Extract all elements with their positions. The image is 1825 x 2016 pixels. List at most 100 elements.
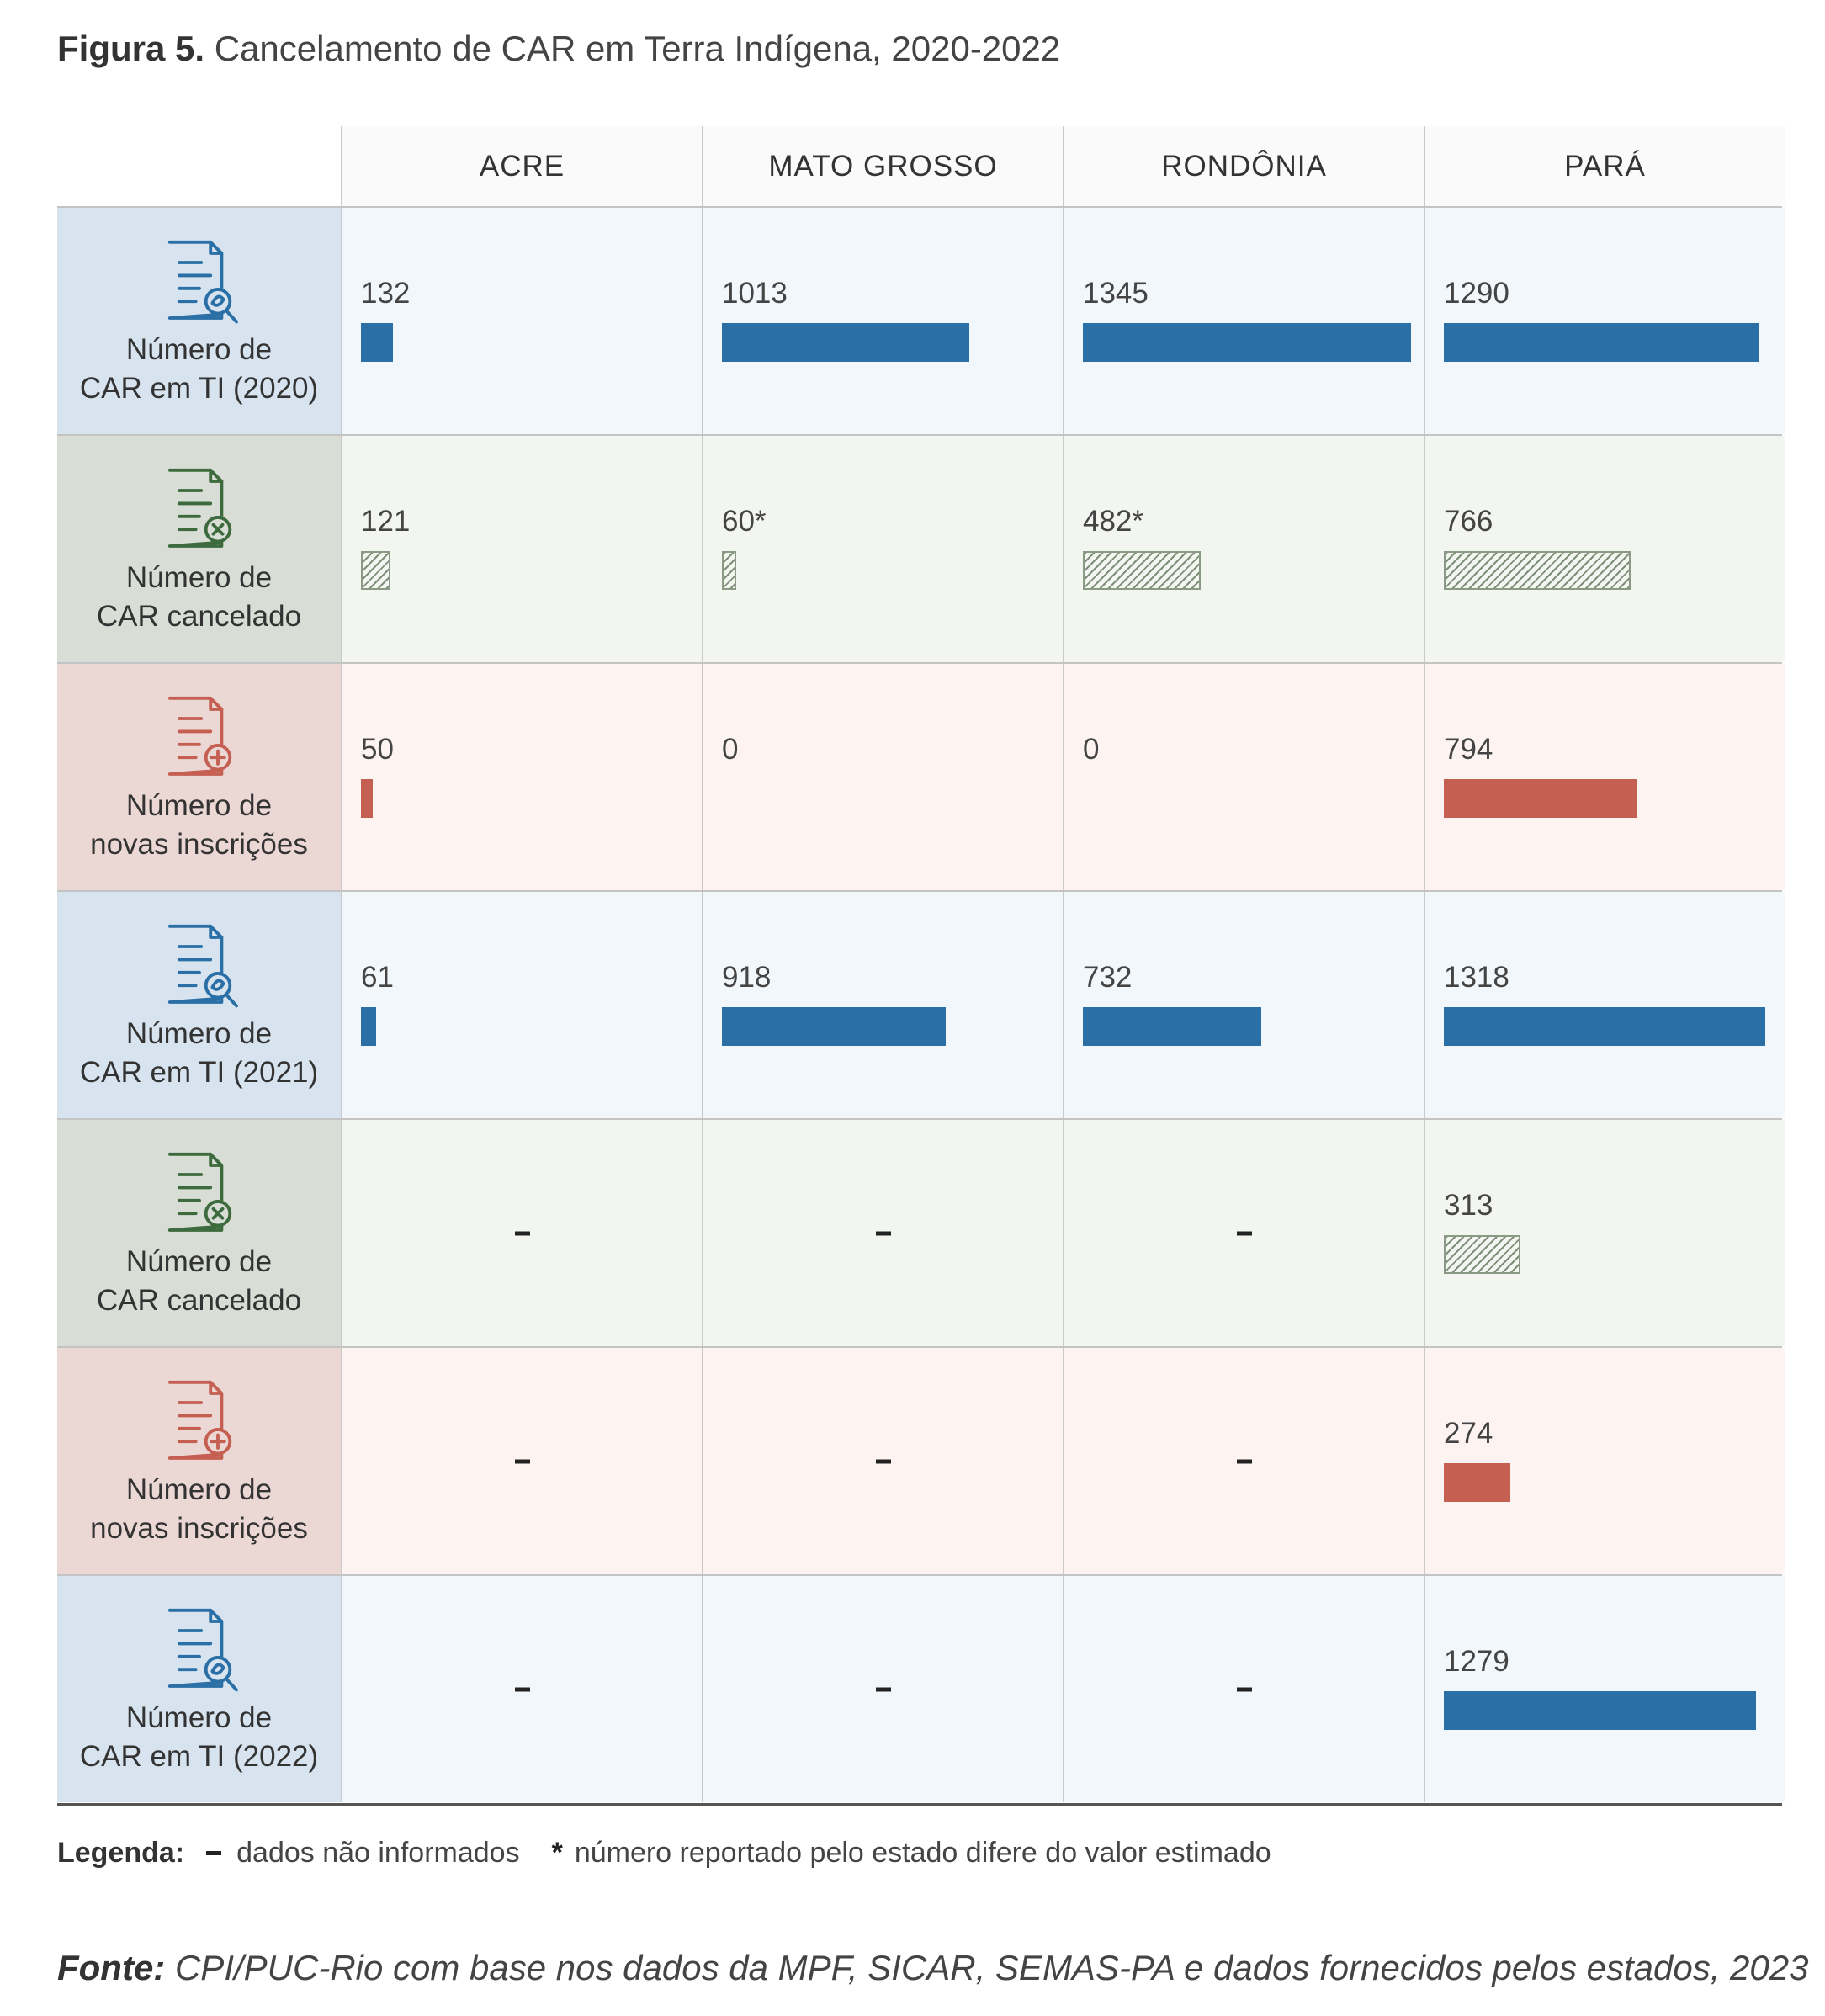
data-cell	[702, 1120, 1063, 1346]
row-label: Número de CAR em TI (2022)	[57, 1576, 341, 1802]
data-bar	[1083, 323, 1411, 362]
table-row: Número de novas inscrições 50 0 0 794	[57, 662, 1785, 890]
data-bar	[722, 323, 969, 362]
row-label-line: Número de	[125, 1244, 273, 1278]
no-data-dash	[1236, 1459, 1252, 1463]
data-cell	[341, 1348, 702, 1574]
row-label-line: CAR em TI (2022)	[79, 1739, 319, 1773]
data-bar	[361, 1007, 376, 1046]
document-search-icon	[167, 1608, 238, 1691]
document-add-icon	[167, 1380, 231, 1460]
row-label-line: Número de	[125, 1472, 273, 1506]
legend-star-text: número reportado pelo estado difere do v…	[574, 1837, 1271, 1869]
column-header: MATO GROSSO	[702, 126, 1063, 206]
data-label: 0	[1083, 733, 1100, 766]
no-data-dash	[875, 1459, 891, 1463]
figure-title: Figura 5. Cancelamento de CAR em Terra I…	[57, 29, 1060, 69]
data-bar	[1444, 1235, 1520, 1274]
row-label: Número de CAR cancelado	[57, 436, 341, 662]
table-row: Número de CAR cancelado 313	[57, 1118, 1785, 1346]
data-cell: 1279	[1424, 1576, 1785, 1802]
table-row: Número de CAR em TI (2022) 1279	[57, 1574, 1785, 1802]
data-cell	[1063, 1348, 1424, 1574]
source-text: CPI/PUC-Rio com base nos dados da MPF, S…	[174, 1948, 1809, 1987]
row-label-line: Número de	[125, 332, 273, 366]
table-row: Número de CAR cancelado 121 60* 482* 766	[57, 434, 1785, 662]
figure-number: Figura 5.	[57, 29, 205, 68]
row-label-line: CAR cancelado	[96, 599, 302, 633]
data-cell	[1063, 1576, 1424, 1802]
table-row: Número de novas inscrições 274	[57, 1346, 1785, 1574]
no-data-dash	[514, 1231, 530, 1235]
column-header: PARÁ	[1424, 126, 1785, 206]
data-cell: 0	[1063, 664, 1424, 890]
data-bar	[1444, 1007, 1765, 1046]
data-cell: 60*	[702, 436, 1063, 662]
table-bottom-rule	[57, 1803, 1782, 1806]
data-label: 121	[361, 505, 411, 538]
row-label-text: Número de CAR em TI (2022)	[80, 1699, 318, 1776]
legend-title: Legenda:	[57, 1837, 185, 1869]
data-cell: 61	[341, 892, 702, 1118]
data-cell: 50	[341, 664, 702, 890]
data-label: 60*	[722, 505, 767, 538]
figure-caption: Cancelamento de CAR em Terra Indígena, 2…	[214, 29, 1061, 68]
data-cell: 1345	[1063, 208, 1424, 434]
row-label: Número de CAR cancelado	[57, 1120, 341, 1346]
row-label-line: novas inscrições	[90, 827, 308, 861]
data-bar	[1444, 1463, 1510, 1502]
row-label-line: CAR em TI (2021)	[79, 1055, 319, 1089]
data-cell: 918	[702, 892, 1063, 1118]
column-header: RONDÔNIA	[1063, 126, 1424, 206]
data-bar	[361, 779, 373, 818]
data-label: 0	[722, 733, 739, 766]
document-add-icon	[167, 696, 231, 776]
data-bar	[1444, 1691, 1756, 1730]
row-label-text: Número de CAR cancelado	[97, 559, 301, 636]
data-cell: 766	[1424, 436, 1785, 662]
legend: Legenda: dados não informados * número r…	[57, 1837, 1271, 1870]
source-label: Fonte:	[57, 1948, 166, 1987]
data-label: 1318	[1444, 961, 1509, 994]
no-data-dash	[1236, 1687, 1252, 1691]
legend-star-symbol: *	[551, 1837, 563, 1869]
table-row: Número de CAR em TI (2020) 132 1013 1345 1290	[57, 206, 1785, 434]
no-data-dash	[1236, 1231, 1252, 1235]
no-data-dash	[514, 1459, 530, 1463]
data-label: 61	[361, 961, 394, 994]
data-label: 50	[361, 733, 394, 766]
data-label: 732	[1083, 961, 1133, 994]
row-label-line: Número de	[125, 560, 273, 594]
row-label-line: novas inscrições	[90, 1511, 308, 1545]
row-label: Número de novas inscrições	[57, 664, 341, 890]
data-cell	[341, 1576, 702, 1802]
data-cell: 274	[1424, 1348, 1785, 1574]
row-label-line: CAR cancelado	[96, 1283, 302, 1317]
no-data-dash	[514, 1687, 530, 1691]
document-search-icon	[167, 924, 238, 1007]
no-data-dash	[875, 1231, 891, 1235]
table-row: Número de CAR em TI (2021) 61 918 732 1318	[57, 890, 1785, 1118]
data-cell: 794	[1424, 664, 1785, 890]
data-cell: 1290	[1424, 208, 1785, 434]
row-label-text: Número de CAR cancelado	[97, 1243, 301, 1320]
data-label: 274	[1444, 1417, 1493, 1450]
data-label: 1279	[1444, 1645, 1509, 1678]
data-label: 1345	[1083, 277, 1149, 310]
data-bar	[722, 1007, 946, 1046]
data-bar	[1444, 323, 1759, 362]
data-cell: 313	[1424, 1120, 1785, 1346]
data-cell: 1318	[1424, 892, 1785, 1118]
data-cell	[1063, 1120, 1424, 1346]
data-label: 794	[1444, 733, 1493, 766]
data-bar	[361, 551, 390, 590]
document-search-icon	[167, 240, 238, 323]
row-label-line: Número de	[125, 1700, 273, 1734]
data-bar	[361, 323, 393, 362]
data-bar	[1444, 779, 1637, 818]
row-label-text: Número de CAR em TI (2021)	[80, 1015, 318, 1092]
row-label-text: Número de novas inscrições	[90, 1471, 308, 1548]
document-cancel-icon	[167, 1152, 231, 1232]
row-label-line: Número de	[125, 1016, 273, 1050]
data-cell: 132	[341, 208, 702, 434]
